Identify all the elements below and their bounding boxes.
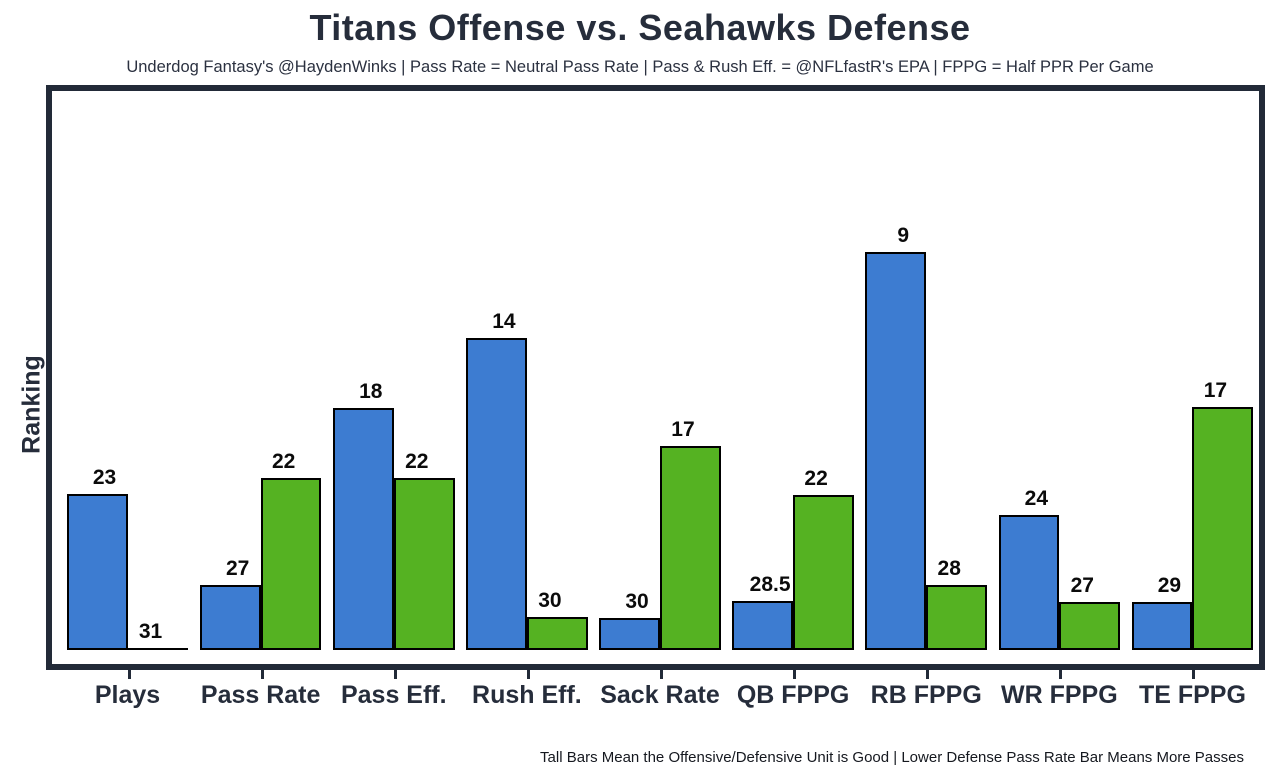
defense-rank-label: 31 bbox=[138, 620, 163, 643]
x-axis-tick bbox=[926, 670, 929, 679]
bar-group-qb-fppg: 28.5 22 bbox=[727, 91, 860, 664]
offense-rank-label: 30 bbox=[625, 590, 649, 613]
x-axis-labels: Plays Pass Rate Pass Eff. Rush Eff. Sack Rat… bbox=[61, 681, 1259, 710]
offense-bar bbox=[1131, 602, 1193, 650]
offense-rank-label: 28.5 bbox=[749, 573, 791, 596]
x-axis-category-label: Sack Rate bbox=[600, 681, 720, 709]
x-axis-category-label: RB FPPG bbox=[870, 681, 982, 709]
offense-rank-label: 18 bbox=[359, 380, 383, 403]
bar-group-rush-eff-: 14 30 bbox=[460, 91, 593, 664]
x-axis-category-label: Pass Eff. bbox=[340, 681, 447, 709]
defense-bar bbox=[793, 495, 854, 650]
bar-group-te-fppg: 29 17 bbox=[1126, 91, 1259, 664]
plot-frame: 23 31 27 22 18 22 14 30 30 17 28.5 22 9 28 24 27 29 17 bbox=[46, 85, 1265, 670]
x-axis-category-label: Plays bbox=[94, 681, 161, 709]
bar-group-plays: 23 31 bbox=[61, 91, 194, 664]
defense-rank-label: 17 bbox=[671, 418, 695, 441]
defense-rank-label: 17 bbox=[1203, 379, 1228, 402]
offense-rank-label: 9 bbox=[897, 224, 910, 247]
bar-group-wr-fppg: 24 27 bbox=[993, 91, 1126, 664]
x-axis-tick bbox=[660, 670, 663, 679]
x-axis-tick bbox=[261, 670, 264, 679]
offense-bar bbox=[998, 515, 1060, 650]
offense-bar bbox=[466, 338, 527, 650]
offense-bar bbox=[732, 601, 794, 650]
defense-rank-label: 30 bbox=[538, 589, 562, 612]
x-axis-category-label: QB FPPG bbox=[736, 681, 850, 709]
defense-rank-label: 22 bbox=[405, 450, 429, 473]
x-axis-tick bbox=[793, 670, 796, 679]
chart-title: Titans Offense vs. Seahawks Defense bbox=[309, 7, 971, 48]
x-axis-ticks bbox=[0, 670, 1280, 680]
defense-bar bbox=[526, 617, 588, 650]
x-axis-tick bbox=[527, 670, 530, 679]
chart-footnote: Tall Bars Mean the Offensive/Defensive U… bbox=[540, 749, 1244, 766]
plot-area: 23 31 27 22 18 22 14 30 30 17 28.5 22 9 28 24 27 29 17 bbox=[61, 91, 1259, 664]
bar-group-sack-rate: 30 17 bbox=[593, 91, 726, 664]
bar-group-pass-rate: 27 22 bbox=[194, 91, 327, 664]
x-axis-tick bbox=[1192, 670, 1195, 679]
offense-bar bbox=[332, 408, 394, 650]
offense-rank-label: 27 bbox=[225, 557, 250, 580]
offense-bar bbox=[865, 252, 927, 650]
offense-rank-label: 24 bbox=[1024, 487, 1048, 510]
defense-bar bbox=[926, 585, 988, 650]
offense-rank-label: 29 bbox=[1157, 574, 1182, 597]
defense-bar bbox=[260, 478, 322, 650]
defense-bar bbox=[393, 478, 455, 650]
defense-bar bbox=[1192, 407, 1254, 650]
defense-bar bbox=[1059, 602, 1121, 650]
x-axis-category-label: Rush Eff. bbox=[472, 681, 582, 709]
y-axis-label: Ranking bbox=[17, 355, 46, 454]
x-axis-tick bbox=[1059, 670, 1062, 679]
chart-subtitle: Underdog Fantasy's @HaydenWinks | Pass R… bbox=[126, 58, 1154, 76]
offense-rank-label: 14 bbox=[492, 310, 516, 333]
offense-bar bbox=[66, 494, 128, 650]
offense-bar bbox=[199, 585, 261, 650]
offense-rank-label: 23 bbox=[92, 466, 117, 489]
defense-bar bbox=[659, 446, 721, 650]
offense-bar bbox=[599, 618, 660, 650]
bar-group-pass-eff-: 18 22 bbox=[327, 91, 460, 664]
defense-bar bbox=[127, 648, 189, 650]
defense-rank-label: 27 bbox=[1070, 574, 1094, 597]
defense-rank-label: 22 bbox=[271, 450, 296, 473]
bar-group-rb-fppg: 9 28 bbox=[860, 91, 993, 664]
defense-rank-label: 28 bbox=[937, 557, 961, 580]
x-axis-tick bbox=[394, 670, 397, 679]
x-axis-tick bbox=[128, 670, 131, 679]
defense-rank-label: 22 bbox=[804, 467, 828, 490]
x-axis-category-label: WR FPPG bbox=[1000, 681, 1118, 709]
x-axis-category-label: Pass Rate bbox=[200, 681, 321, 709]
x-axis-category-label: TE FPPG bbox=[1138, 681, 1246, 709]
